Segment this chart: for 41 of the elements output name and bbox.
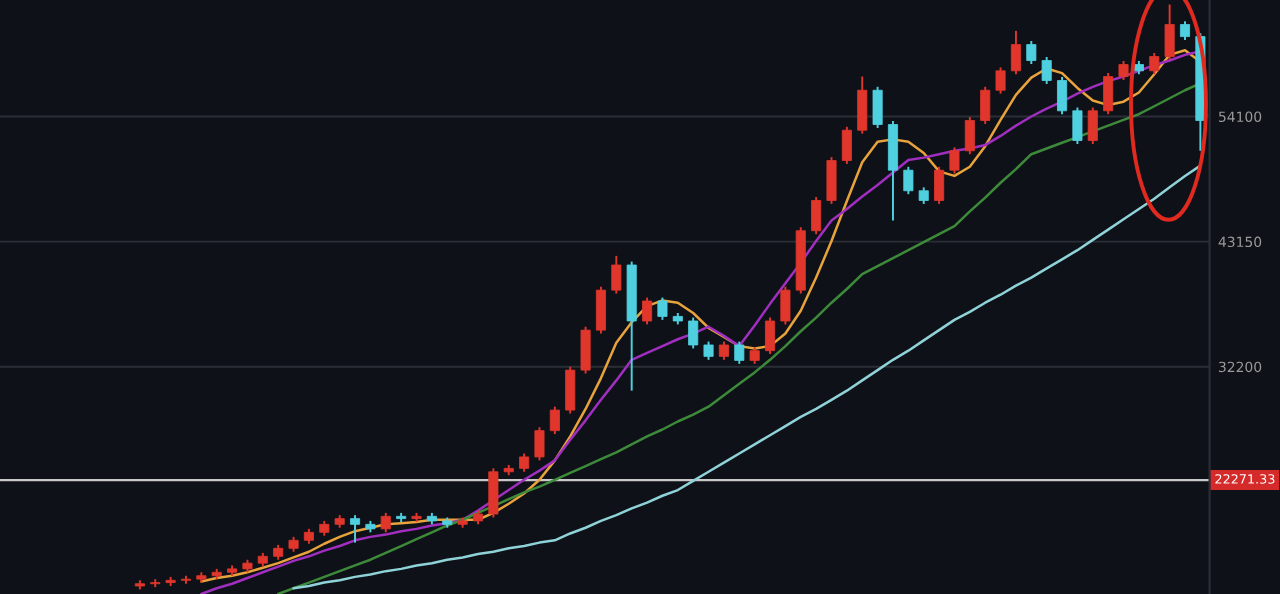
candlestick	[780, 285, 791, 326]
candlestick	[1087, 106, 1098, 145]
candlestick	[934, 165, 945, 205]
candlestick	[1010, 29, 1021, 76]
candlestick	[703, 340, 714, 361]
candlestick	[595, 285, 606, 335]
candlestick	[549, 405, 560, 436]
candlestick	[764, 316, 776, 356]
candlestick	[1057, 76, 1068, 116]
candlestick	[611, 254, 622, 295]
candlestick	[657, 296, 668, 321]
candlestick	[519, 452, 530, 473]
line-series	[292, 164, 1202, 590]
candlestick	[1072, 106, 1083, 145]
candlestick	[380, 511, 391, 534]
candlestick	[980, 85, 991, 125]
candlestick	[734, 340, 745, 365]
candlestick	[1179, 20, 1191, 41]
candlestick	[949, 146, 960, 175]
candlestick	[1149, 52, 1160, 76]
candlestick	[1103, 72, 1114, 116]
candlestick	[565, 365, 576, 415]
candlestick	[488, 467, 499, 519]
candlestick	[642, 296, 653, 326]
candlestick	[688, 316, 699, 350]
candlestick	[1041, 56, 1052, 85]
candlestick	[841, 125, 852, 165]
candlestick	[887, 120, 899, 222]
candlestick	[995, 66, 1006, 95]
candlestick	[857, 75, 868, 135]
candlestick	[718, 340, 729, 361]
candlestick	[811, 196, 822, 236]
candlestick	[534, 426, 545, 462]
candlestick	[1026, 40, 1037, 65]
candlestick	[826, 156, 837, 205]
candlestick	[964, 116, 975, 156]
candlestick	[903, 165, 914, 196]
candlestick	[1164, 3, 1175, 61]
candlestick	[872, 85, 883, 129]
candlestick	[350, 514, 361, 544]
candlestick	[580, 325, 591, 375]
